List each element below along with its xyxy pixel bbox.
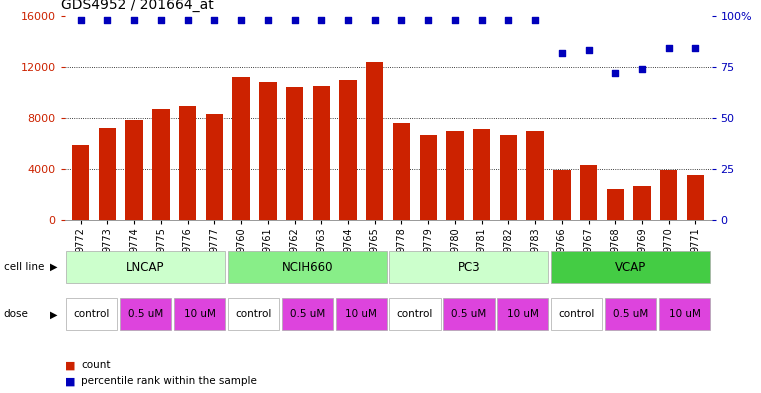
Bar — [551, 252, 710, 283]
Bar — [174, 299, 225, 330]
Text: ■: ■ — [65, 376, 75, 386]
Bar — [444, 299, 495, 330]
Bar — [286, 87, 303, 220]
Bar — [390, 299, 441, 330]
Text: ▶: ▶ — [49, 262, 57, 272]
Bar — [497, 299, 549, 330]
Text: 0.5 uM: 0.5 uM — [128, 309, 163, 320]
Point — [582, 47, 594, 53]
Point — [610, 70, 622, 76]
Text: VCAP: VCAP — [615, 261, 646, 274]
Bar — [260, 82, 276, 220]
Text: NCIH660: NCIH660 — [282, 261, 333, 274]
Text: control: control — [74, 309, 110, 320]
Text: dose: dose — [4, 309, 29, 320]
Point — [476, 17, 488, 23]
Point — [235, 17, 247, 23]
Bar — [553, 170, 571, 220]
Point — [396, 17, 408, 23]
Text: 0.5 uM: 0.5 uM — [290, 309, 325, 320]
Point — [342, 17, 354, 23]
Bar — [446, 130, 463, 220]
Bar — [393, 123, 410, 220]
Bar — [500, 134, 517, 220]
Text: ■: ■ — [65, 360, 75, 371]
Point — [636, 66, 648, 72]
Bar — [205, 114, 223, 220]
Text: 0.5 uM: 0.5 uM — [613, 309, 648, 320]
Text: control: control — [235, 309, 272, 320]
Bar — [660, 170, 677, 220]
Text: PC3: PC3 — [457, 261, 480, 274]
Bar — [580, 165, 597, 220]
Bar — [605, 299, 656, 330]
Bar — [72, 145, 89, 220]
Text: ▶: ▶ — [49, 309, 57, 320]
Point — [556, 50, 568, 56]
Bar — [282, 299, 333, 330]
Bar — [228, 299, 279, 330]
Bar — [313, 86, 330, 220]
Text: count: count — [81, 360, 111, 371]
Text: control: control — [397, 309, 433, 320]
Bar — [687, 175, 704, 220]
Bar — [66, 252, 225, 283]
Bar — [473, 129, 490, 220]
Bar — [419, 134, 437, 220]
Text: 10 uM: 10 uM — [669, 309, 701, 320]
Text: GDS4952 / 201664_at: GDS4952 / 201664_at — [62, 0, 214, 12]
Bar — [152, 109, 170, 220]
Point — [128, 17, 140, 23]
Bar — [633, 185, 651, 220]
Point — [689, 45, 702, 51]
Text: LNCAP: LNCAP — [126, 261, 165, 274]
Text: cell line: cell line — [4, 262, 44, 272]
Point — [449, 17, 461, 23]
Text: 10 uM: 10 uM — [507, 309, 539, 320]
Point — [262, 17, 274, 23]
Bar — [66, 299, 117, 330]
Bar — [551, 299, 603, 330]
Bar — [336, 299, 387, 330]
Point — [315, 17, 327, 23]
Point — [101, 17, 113, 23]
Bar — [659, 299, 710, 330]
Point — [209, 17, 221, 23]
Text: 0.5 uM: 0.5 uM — [451, 309, 486, 320]
Point — [368, 17, 380, 23]
Text: 10 uM: 10 uM — [345, 309, 377, 320]
Bar — [232, 77, 250, 220]
Point — [663, 45, 675, 51]
Bar — [339, 79, 357, 220]
Text: percentile rank within the sample: percentile rank within the sample — [81, 376, 257, 386]
Bar — [607, 189, 624, 220]
Bar — [390, 252, 549, 283]
Bar — [120, 299, 171, 330]
Bar — [228, 252, 387, 283]
Bar — [99, 128, 116, 220]
Bar — [126, 121, 143, 220]
Bar — [366, 62, 384, 220]
Point — [182, 17, 194, 23]
Point — [502, 17, 514, 23]
Point — [154, 17, 167, 23]
Bar — [179, 107, 196, 220]
Point — [288, 17, 301, 23]
Point — [529, 17, 541, 23]
Point — [75, 17, 87, 23]
Text: control: control — [559, 309, 595, 320]
Point — [422, 17, 435, 23]
Bar — [527, 130, 544, 220]
Text: 10 uM: 10 uM — [183, 309, 215, 320]
